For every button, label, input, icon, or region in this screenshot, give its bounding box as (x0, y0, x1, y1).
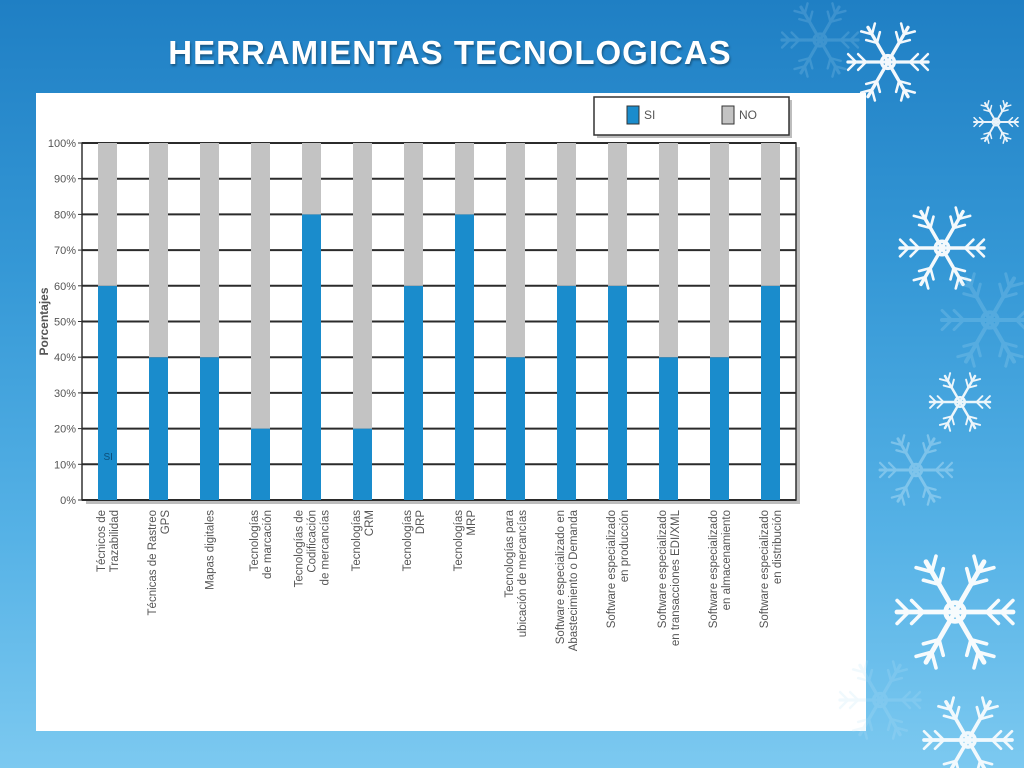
category-label-line: Software especializado en (555, 510, 567, 644)
stacked-bar-chart: 0% 10% 20% 30% 40% 50% 60% 70% 80% 90% 100% Porcent… (37, 96, 800, 651)
category-label-line: en almacenamiento (721, 510, 733, 610)
category-label-line: Técnicos de (96, 510, 108, 572)
category-label-line: Tecnologías de (294, 510, 306, 587)
bar-si-8 (455, 214, 474, 500)
y-tick-label: 20% (54, 424, 76, 436)
legend-label-no: NO (739, 108, 757, 122)
bar-no-12 (659, 143, 678, 358)
bar-no-13 (710, 143, 729, 358)
bar-si-5 (302, 214, 321, 500)
bar-no-3 (200, 143, 219, 358)
y-tick-label: 0% (60, 495, 76, 507)
category-label-line: Software especializado (606, 510, 618, 628)
chart-panel: 0% 10% 20% 30% 40% 50% 60% 70% 80% 90% 100% Porcent… (36, 93, 866, 731)
category-label-5: Tecnologías de Codificación de mercancías (294, 510, 332, 588)
y-tick-label: 40% (54, 352, 76, 364)
bar-no-11 (608, 143, 627, 286)
bar-si-1 (98, 285, 117, 500)
category-label-14: Software especializado en distribución (759, 510, 784, 628)
category-label-line: Tecnologías (351, 510, 363, 572)
snowflake-icon (878, 434, 954, 506)
bar-no-1 (98, 143, 117, 286)
snowflake-icon (898, 206, 986, 290)
category-label-11: Software especializado en producción (606, 510, 631, 628)
legend-label-si: SI (644, 108, 655, 122)
y-tick-label: 100% (48, 138, 76, 150)
category-label-3: Mapas digitales (205, 510, 217, 590)
bar-annotation: SI (104, 452, 113, 463)
bar-si-13 (710, 357, 729, 500)
y-axis-title: Porcentajes (37, 287, 51, 355)
bar-no-6 (353, 143, 372, 429)
bar-si-7 (404, 285, 423, 500)
bar-si-14 (761, 285, 780, 500)
category-label-line: en distribución (772, 510, 784, 584)
category-label-12: Software especializado en transacciones E… (657, 509, 682, 646)
category-label-line: MRP (466, 510, 478, 536)
category-label-line: Abastecimiento o Demanda (568, 509, 580, 651)
category-label-line: Tecnologías para (504, 509, 516, 597)
bar-si-4 (251, 428, 270, 500)
legend-swatch-no (721, 105, 735, 125)
category-label-line: Tecnologías (249, 510, 261, 572)
category-label-line: Mapas digitales (205, 510, 217, 590)
y-tick-label: 70% (54, 245, 76, 257)
y-tick-label: 50% (54, 317, 76, 329)
slide-title: HERRAMIENTAS TECNOLOGICAS (168, 34, 732, 71)
snowflake-icon (940, 272, 1024, 368)
category-label-line: de mercancías (320, 510, 332, 586)
category-label-8: Tecnologías MRP (453, 510, 478, 572)
category-label-7: Tecnologías DRP (402, 510, 427, 572)
bar-no-14 (761, 143, 780, 286)
bar-si-10 (557, 285, 576, 500)
category-label-line: en producción (619, 510, 631, 582)
bar-no-7 (404, 143, 423, 286)
category-label-line: Técnicas de Rastreo (147, 510, 159, 615)
category-label-line: en transacciones EDI/XML (670, 509, 682, 646)
y-tick-label: 10% (54, 459, 76, 471)
category-label-10: Software especializado en Abastecimiento … (555, 509, 580, 651)
category-label-1: Técnicos de Trazabilidad (96, 510, 121, 572)
bar-no-2 (149, 143, 168, 358)
category-label-4: Tecnologías de marcación (249, 510, 274, 579)
y-tick-label: 80% (54, 209, 76, 221)
category-label-line: Codificación (307, 510, 319, 573)
y-tick-label: 30% (54, 388, 76, 400)
category-label-2: Técnicas de Rastreo GPS (147, 510, 172, 616)
bar-si-11 (608, 285, 627, 500)
snowflake-icon (922, 696, 1014, 768)
snowflake-icon (894, 554, 1016, 670)
category-label-6: Tecnologías CRM (351, 510, 376, 572)
bar-si-12 (659, 357, 678, 500)
category-label-line: ubicación de mercancías (517, 510, 529, 637)
y-tick-label: 60% (54, 281, 76, 293)
bar-si-9 (506, 357, 525, 500)
snowflake-icon (928, 372, 992, 432)
category-label-line: Tecnologías (453, 510, 465, 572)
bar-no-4 (251, 143, 270, 429)
bar-no-8 (455, 143, 474, 215)
category-label-13: Software especializado en almacenamiento (708, 510, 733, 628)
category-label-line: Trazabilidad (109, 510, 121, 572)
bar-no-9 (506, 143, 525, 358)
category-label-line: CRM (364, 510, 376, 536)
category-label-line: GPS (160, 510, 172, 535)
bar-si-6 (353, 428, 372, 500)
category-label-line: DRP (415, 510, 427, 535)
category-label-line: de marcación (262, 510, 274, 579)
category-label-line: Software especializado (708, 510, 720, 628)
bar-si-2 (149, 357, 168, 500)
legend-swatch-si (626, 105, 640, 125)
bar-no-10 (557, 143, 576, 286)
bar-si-3 (200, 357, 219, 500)
category-label-9: Tecnologías para ubicación de mercancías (504, 509, 529, 637)
y-tick-label: 90% (54, 174, 76, 186)
category-label-line: Tecnologías (402, 510, 414, 572)
snowflake-icon (973, 100, 1019, 144)
category-label-line: Software especializado (657, 510, 669, 628)
category-label-line: Software especializado (759, 510, 771, 628)
bar-no-5 (302, 143, 321, 215)
legend (593, 96, 790, 136)
